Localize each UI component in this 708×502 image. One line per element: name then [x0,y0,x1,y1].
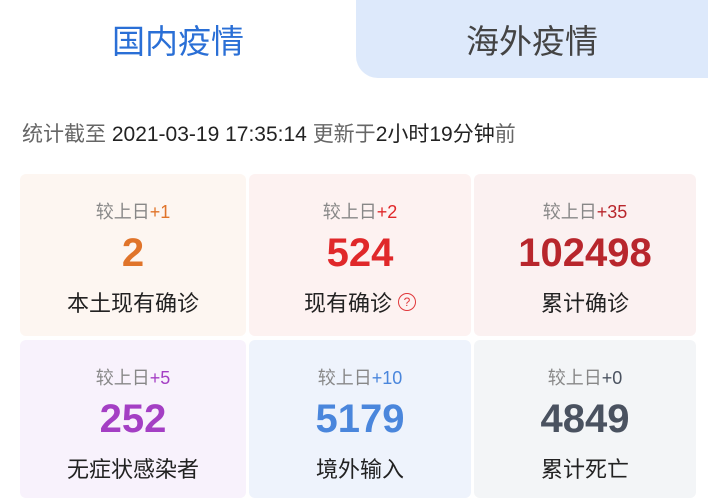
delta-value: +10 [371,368,403,388]
tab-overseas[interactable]: 海外疫情 [356,0,708,78]
delta-value: +0 [601,368,623,388]
meta-datetime: 2021-03-19 17:35:14 [111,123,307,146]
region-tabs: 国内疫情 海外疫情 [0,0,708,78]
tab-domestic[interactable]: 国内疫情 [0,0,356,78]
compare-line: 较上日+10 [318,364,403,390]
compare-line: 较上日+0 [548,364,623,390]
stat-card-total-confirmed: 较上日+35 102498 累计确诊 [474,174,696,336]
stat-label: 累计确诊 [540,291,629,316]
delta-value: +1 [149,202,171,222]
compare-line: 较上日+1 [96,198,171,224]
meta-updated-ago: 2小时19分钟 [375,123,495,146]
delta-value: +35 [596,202,628,222]
question-circle-icon[interactable]: ? [398,293,416,311]
compare-label: 较上日 [547,368,602,388]
compare-label: 较上日 [542,202,597,222]
stat-card-imported: 较上日+10 5179 境外输入 [249,340,471,498]
stat-label: 境外输入 [315,457,404,482]
stat-label-row: 本土现有确诊 [67,286,199,318]
stats-grid: 较上日+1 2 本土现有确诊 较上日+2 524 现有确诊? 较上日+35 1024… [20,174,696,498]
stat-label-row: 累计确诊 [541,286,629,318]
stat-value: 524 [326,231,394,275]
compare-label: 较上日 [95,202,150,222]
stat-label: 本土现有确诊 [66,291,199,316]
stat-value: 4849 [540,397,630,441]
compare-label: 较上日 [317,368,372,388]
stat-label: 现有确诊 [303,291,392,316]
stat-value: 5179 [315,397,405,441]
compare-label: 较上日 [95,368,150,388]
delta-value: +2 [376,202,398,222]
compare-line: 较上日+35 [543,198,628,224]
stat-value: 102498 [518,231,652,275]
stat-label: 累计死亡 [540,457,629,482]
stat-card-local-confirmed: 较上日+1 2 本土现有确诊 [20,174,246,336]
stat-label-row: 累计死亡 [541,452,629,484]
meta-prefix: 统计截至 [22,123,106,146]
stats-timestamp: 统计截至 2021-03-19 17:35:14 更新于2小时19分钟前 [22,118,516,148]
stat-value: 252 [99,397,167,441]
stat-card-total-deaths: 较上日+0 4849 累计死亡 [474,340,696,498]
meta-updated-prefix: 更新于 [312,123,376,146]
compare-line: 较上日+5 [96,364,171,390]
stat-label-row: 无症状感染者 [67,452,199,484]
meta-updated-suffix: 前 [494,123,516,146]
stat-card-current-confirmed: 较上日+2 524 现有确诊? [249,174,471,336]
stat-value: 2 [121,231,145,275]
stat-label-row: 现有确诊? [304,286,416,318]
compare-label: 较上日 [322,202,377,222]
stat-label-row: 境外输入 [316,452,404,484]
stat-label: 无症状感染者 [66,457,199,482]
stat-card-asymptomatic: 较上日+5 252 无症状感染者 [20,340,246,498]
compare-line: 较上日+2 [323,198,398,224]
delta-value: +5 [149,368,171,388]
